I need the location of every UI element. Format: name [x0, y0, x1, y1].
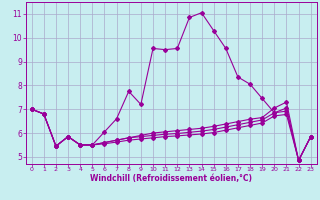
- X-axis label: Windchill (Refroidissement éolien,°C): Windchill (Refroidissement éolien,°C): [90, 174, 252, 183]
